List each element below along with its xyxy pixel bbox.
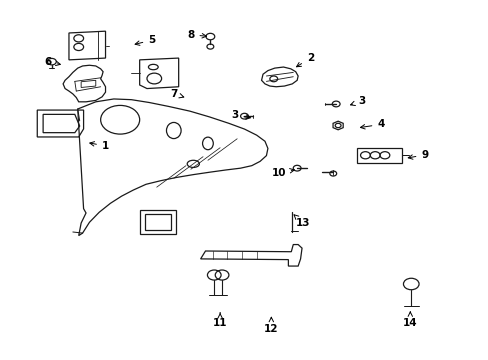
Text: 3: 3	[231, 111, 250, 121]
Text: 11: 11	[212, 313, 227, 328]
Text: 12: 12	[264, 318, 278, 334]
Text: 10: 10	[271, 168, 294, 178]
Text: 3: 3	[350, 96, 365, 106]
Text: 8: 8	[187, 30, 206, 40]
Text: 4: 4	[360, 120, 384, 129]
Text: 1: 1	[90, 141, 109, 151]
Text: 2: 2	[296, 53, 313, 67]
Text: 6: 6	[45, 57, 60, 67]
Text: 5: 5	[135, 35, 155, 45]
Text: 7: 7	[170, 89, 183, 99]
Text: 14: 14	[402, 312, 417, 328]
Text: 9: 9	[407, 150, 427, 160]
Text: 13: 13	[293, 215, 309, 228]
